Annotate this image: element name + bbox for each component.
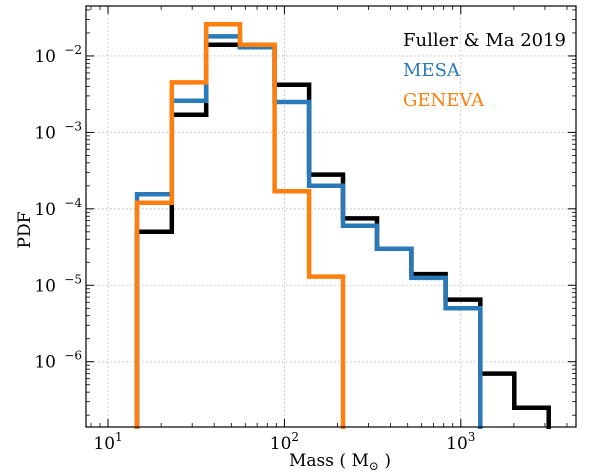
x-axis-label: Mass ( M⊙ ) (289, 451, 391, 473)
y-tick-label: 10 −3 (34, 119, 82, 143)
y-tick-label: 10 −5 (34, 272, 82, 296)
y-tick-label: 10 −6 (34, 349, 82, 373)
series-layer (134, 21, 551, 429)
histogram-step-line (134, 21, 346, 429)
series-geneva (134, 21, 346, 429)
x-axis-label-subscript: ⊙ (369, 459, 379, 473)
series-mesa (134, 34, 483, 429)
legend: Fuller & Ma 2019 MESA GENEVA (403, 30, 566, 111)
legend-entry: GENEVA (403, 90, 485, 111)
legend-entry: MESA (403, 60, 461, 81)
legend-entry: Fuller & Ma 2019 (403, 30, 566, 51)
x-tick-label: 103 (446, 430, 475, 454)
y-tick-label: 10 −4 (34, 196, 82, 220)
plot-frame (85, 5, 577, 428)
axis-ticks: 101 102 103 10−6 10−5 10−4 10−3 10−2 (34, 6, 576, 454)
y-tick-label: 10 −2 (34, 43, 82, 67)
grid (86, 6, 576, 427)
x-tick-label: 102 (270, 430, 299, 454)
x-tick-label: 101 (93, 430, 122, 454)
histogram-step-line (134, 34, 483, 429)
y-axis-label: PDF (15, 211, 35, 248)
